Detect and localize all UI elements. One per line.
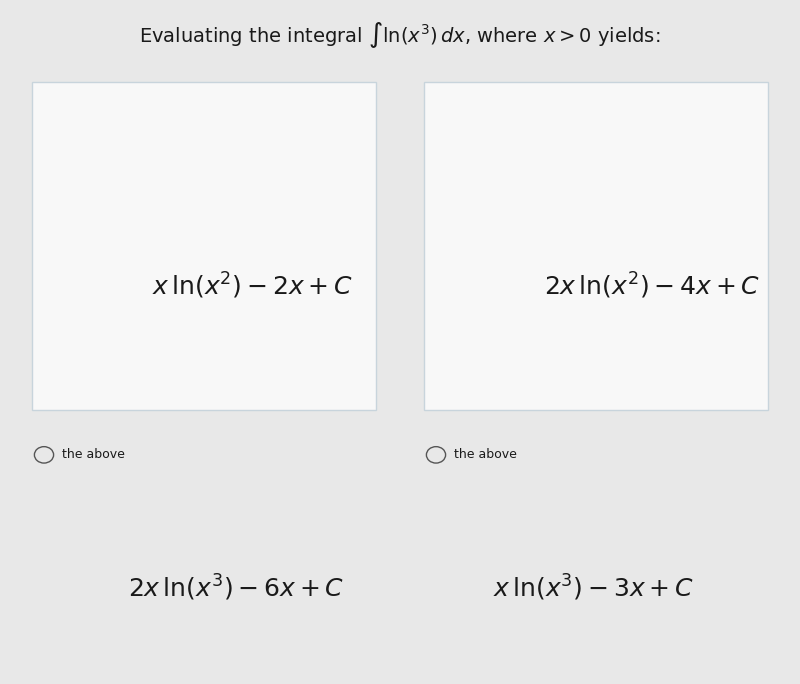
- Text: Evaluating the integral $\int \ln(x^3)\,dx$, where $x > 0$ yields:: Evaluating the integral $\int \ln(x^3)\,…: [139, 21, 661, 51]
- Text: $x\,\ln(x^2) - 2x + C$: $x\,\ln(x^2) - 2x + C$: [152, 271, 354, 301]
- Text: the above: the above: [62, 448, 125, 462]
- Text: $2x\,\ln(x^3) - 6x + C$: $2x\,\ln(x^3) - 6x + C$: [128, 573, 345, 603]
- FancyBboxPatch shape: [424, 82, 768, 410]
- Text: $x\,\ln(x^3) - 3x + C$: $x\,\ln(x^3) - 3x + C$: [493, 573, 694, 603]
- Text: $2x\,\ln(x^2) - 4x + C$: $2x\,\ln(x^2) - 4x + C$: [544, 271, 761, 301]
- FancyBboxPatch shape: [32, 82, 376, 410]
- Text: the above: the above: [454, 448, 517, 462]
